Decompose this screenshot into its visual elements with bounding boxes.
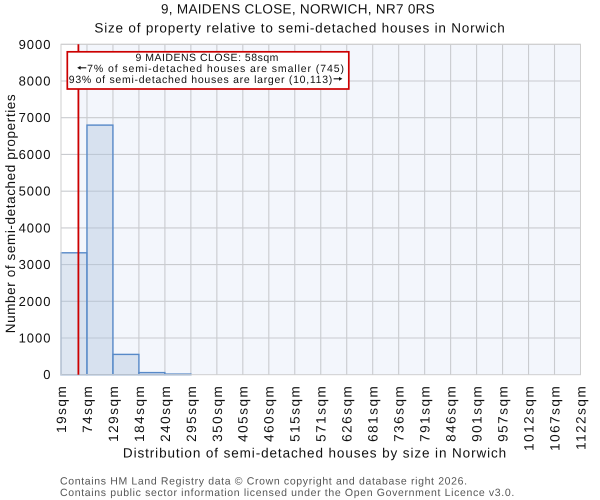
svg-text:736sqm: 736sqm [392, 385, 407, 442]
svg-text:0: 0 [43, 367, 51, 382]
svg-text:3000: 3000 [19, 257, 52, 272]
svg-text:846sqm: 846sqm [444, 385, 459, 442]
svg-text:74sqm: 74sqm [80, 385, 95, 433]
svg-text:Distribution of semi-detached: Distribution of semi-detached houses by … [123, 446, 507, 461]
svg-text:1000: 1000 [19, 331, 52, 346]
svg-text:93% of semi-detached houses ar: 93% of semi-detached houses are larger (… [69, 74, 333, 86]
svg-text:5000: 5000 [19, 184, 52, 199]
svg-text:957sqm: 957sqm [496, 385, 511, 442]
svg-text:7000: 7000 [19, 110, 52, 125]
svg-text:295sqm: 295sqm [184, 385, 199, 442]
svg-text:1012sqm: 1012sqm [522, 385, 537, 451]
svg-text:681sqm: 681sqm [366, 385, 381, 442]
svg-text:571sqm: 571sqm [314, 385, 329, 442]
svg-text:Size of property relative to s: Size of property relative to semi-detach… [94, 21, 505, 36]
svg-text:1067sqm: 1067sqm [547, 385, 562, 451]
svg-text:240sqm: 240sqm [158, 385, 173, 442]
svg-text:791sqm: 791sqm [418, 385, 433, 442]
svg-text:Contains HM Land Registry data: Contains HM Land Registry data © Crown c… [60, 476, 468, 488]
svg-text:901sqm: 901sqm [470, 385, 485, 442]
svg-text:626sqm: 626sqm [340, 385, 355, 442]
svg-text:2000: 2000 [19, 294, 52, 309]
svg-text:Number of semi-detached proper: Number of semi-detached properties [3, 94, 18, 334]
svg-text:Contains public sector informa: Contains public sector information licen… [60, 487, 515, 499]
svg-text:4000: 4000 [19, 220, 52, 235]
svg-text:9, MAIDENS CLOSE, NORWICH, NR7: 9, MAIDENS CLOSE, NORWICH, NR7 0RS [161, 2, 435, 17]
svg-text:515sqm: 515sqm [288, 385, 303, 442]
svg-text:1122sqm: 1122sqm [573, 385, 588, 450]
svg-text:350sqm: 350sqm [210, 385, 225, 442]
svg-text:6000: 6000 [19, 147, 52, 162]
svg-text:7% of semi-detached houses are: 7% of semi-detached houses are smaller (… [87, 63, 345, 75]
svg-text:405sqm: 405sqm [236, 385, 251, 442]
svg-text:129sqm: 129sqm [106, 385, 121, 442]
svg-text:19sqm: 19sqm [54, 385, 69, 433]
svg-text:8000: 8000 [19, 74, 52, 89]
svg-text:184sqm: 184sqm [132, 385, 147, 442]
svg-text:9000: 9000 [19, 37, 52, 52]
svg-text:9 MAIDENS CLOSE: 58sqm: 9 MAIDENS CLOSE: 58sqm [135, 52, 278, 64]
svg-text:460sqm: 460sqm [262, 385, 277, 442]
